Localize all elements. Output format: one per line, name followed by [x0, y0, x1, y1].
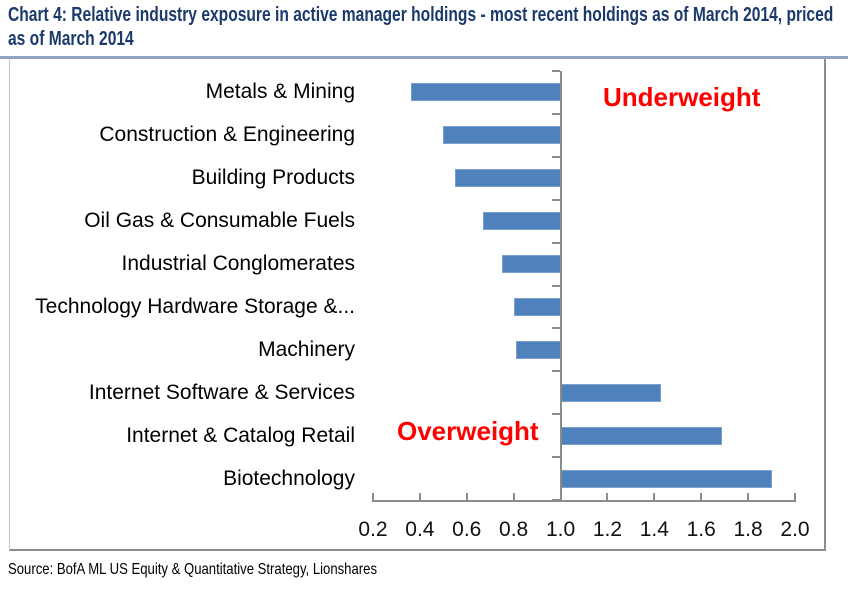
bar-underweight	[443, 126, 561, 145]
bar-overweight	[560, 469, 772, 488]
category-label: Industrial Conglomerates	[121, 252, 355, 276]
x-axis	[372, 500, 796, 502]
chart-title: Chart 4: Relative industry exposure in a…	[8, 4, 834, 50]
overweight-annotation: Overweight	[397, 416, 539, 446]
x-tick-label: 0.4	[405, 518, 435, 541]
bar-underweight	[483, 212, 561, 231]
category-tick	[551, 284, 560, 287]
x-axis-tick	[606, 493, 609, 500]
category-label: Internet Software & Services	[88, 380, 355, 404]
x-tick-label: 1.6	[686, 518, 716, 541]
category-label: Technology Hardware Storage &...	[35, 294, 355, 318]
x-tick-label: 1.4	[639, 518, 669, 541]
baseline-axis	[559, 71, 562, 500]
x-tick-label: 1.2	[592, 518, 623, 541]
x-tick-label: 1.0	[545, 518, 576, 541]
x-axis-tick	[700, 493, 703, 500]
x-axis-tick	[559, 493, 562, 500]
category-tick	[551, 370, 560, 373]
source-note: Source: BofA ML US Equity & Quantitative…	[8, 561, 378, 578]
category-label: Biotechnology	[223, 466, 355, 490]
x-tick-label: 0.6	[452, 518, 482, 541]
category-label: Oil Gas & Consumable Fuels	[84, 209, 355, 233]
category-label: Building Products	[191, 166, 355, 190]
x-axis-tick	[512, 493, 515, 500]
title-divider	[0, 56, 848, 59]
category-tick	[551, 198, 560, 201]
x-axis-tick	[372, 493, 374, 500]
bar-underweight	[501, 255, 561, 274]
bar-underweight	[516, 340, 561, 359]
category-tick	[551, 155, 560, 158]
plot-area: Underweight Overweight Metals & Mining Co…	[9, 59, 826, 551]
x-tick-label: 1.8	[733, 518, 763, 541]
category-label: Construction & Engineering	[99, 123, 355, 147]
category-tick	[551, 70, 560, 72]
x-axis-tick	[747, 493, 750, 500]
underweight-annotation: Underweight	[603, 82, 761, 112]
x-axis-tick	[465, 493, 468, 500]
category-tick	[551, 413, 560, 416]
x-axis-tick	[418, 493, 421, 500]
x-tick-label: 0.8	[499, 518, 529, 541]
category-label: Machinery	[258, 337, 355, 361]
x-tick-label: 2.0	[780, 518, 810, 541]
x-tick-label: 0.2	[358, 518, 388, 541]
category-tick	[551, 456, 560, 459]
x-axis-tick	[794, 493, 796, 500]
bar-underweight	[410, 83, 561, 102]
bar-underweight	[513, 297, 561, 316]
category-tick	[551, 327, 560, 330]
category-tick	[551, 112, 560, 115]
bar-overweight	[560, 426, 723, 445]
category-label: Metals & Mining	[205, 80, 355, 104]
bar-overweight	[560, 383, 662, 402]
category-tick	[551, 241, 560, 244]
x-axis-tick	[653, 493, 656, 500]
category-label: Internet & Catalog Retail	[126, 423, 355, 447]
chart-frame	[9, 59, 826, 551]
bar-underweight	[455, 169, 561, 188]
